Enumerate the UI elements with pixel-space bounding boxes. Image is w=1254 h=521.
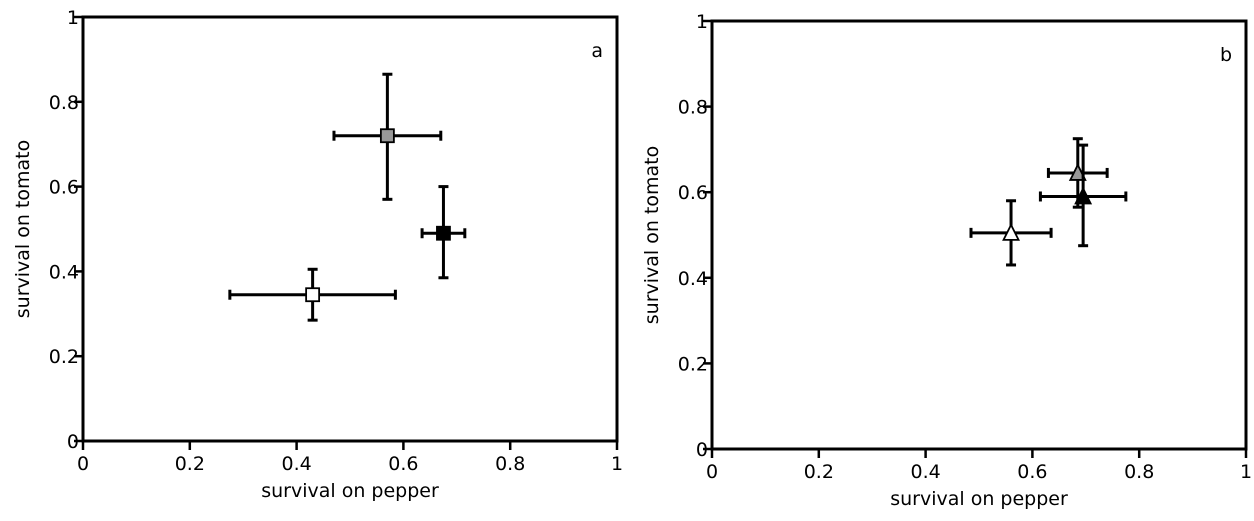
y-tick-label: 0.8 xyxy=(49,92,79,114)
x-axis-title: survival on pepper xyxy=(890,488,1068,510)
y-tick-label: 1 xyxy=(696,11,708,33)
x-tick-label: 0.6 xyxy=(1017,461,1047,483)
panel-label: b xyxy=(1220,44,1232,66)
panel-b: 0 0.2 0.4 0.6 0.8 1 0 0.2 0.4 0.6 0.8 1 survival on … xyxy=(641,11,1252,510)
x-axis-title: survival on pepper xyxy=(261,480,439,502)
y-tick-label: 0.2 xyxy=(49,346,79,368)
x-tick-label: 1 xyxy=(1240,461,1252,483)
data-point xyxy=(332,72,443,201)
y-tick-label: 0.6 xyxy=(678,182,708,204)
square-marker xyxy=(305,287,321,303)
plot-frame xyxy=(710,19,1248,451)
x-tick-label: 0.6 xyxy=(388,453,418,475)
y-axis-title: survival on tomato xyxy=(12,140,34,319)
y-tick-label: 0.8 xyxy=(678,97,708,119)
data-point xyxy=(420,185,467,280)
square-marker xyxy=(436,225,451,241)
triangle-marker xyxy=(1068,162,1087,181)
x-tick-label: 0.8 xyxy=(495,453,525,475)
y-tick-label: 1 xyxy=(67,7,79,29)
x-tick-label: 0.2 xyxy=(804,461,834,483)
x-tick-label: 0.8 xyxy=(1124,461,1154,483)
x-tick-label: 1 xyxy=(611,453,623,475)
x-tick-label: 0 xyxy=(706,461,718,483)
y-tick-label: 0 xyxy=(696,439,708,461)
x-tick-label: 0.2 xyxy=(175,453,205,475)
y-tick-label: 0.2 xyxy=(678,353,708,375)
x-tick-label: 0.4 xyxy=(281,453,311,475)
y-tick-label: 0.4 xyxy=(678,268,708,290)
triangle-marker xyxy=(1074,186,1093,205)
data-point xyxy=(1038,143,1128,248)
y-tick-label: 0 xyxy=(67,431,79,453)
square-marker xyxy=(379,128,395,144)
data-point xyxy=(228,267,397,322)
data-point xyxy=(969,199,1053,267)
panel-a: 0 0.2 0.4 0.6 0.8 1 0 0.2 0.4 0.6 0.8 1 survival on … xyxy=(12,7,623,502)
panel-label: a xyxy=(591,40,603,62)
x-tick-label: 0 xyxy=(77,453,89,475)
x-tick-label: 0.4 xyxy=(910,461,940,483)
y-tick-label: 0.6 xyxy=(49,177,79,199)
y-tick-label: 0.4 xyxy=(49,261,79,283)
plot-frame xyxy=(81,15,619,443)
y-axis-title: survival on tomato xyxy=(641,146,663,325)
triangle-marker xyxy=(1002,222,1020,241)
